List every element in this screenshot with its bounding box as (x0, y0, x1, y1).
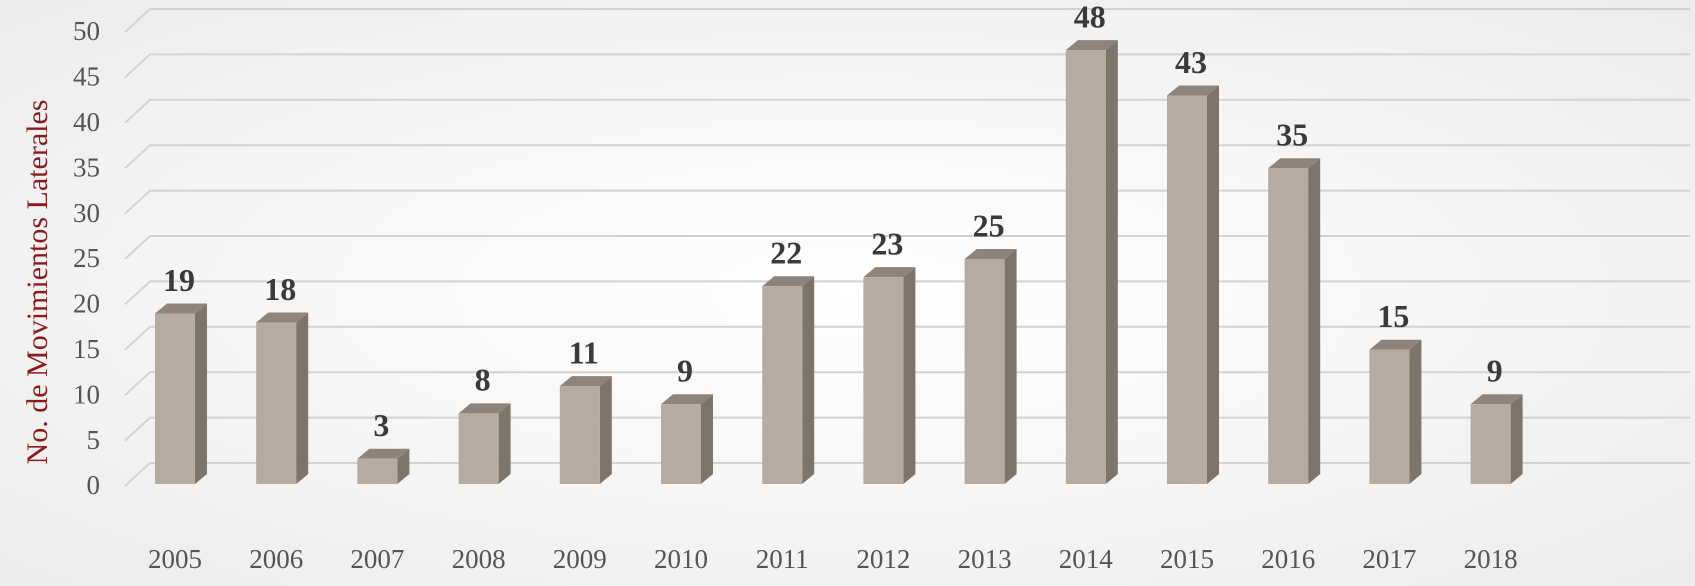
bar-side (1004, 249, 1017, 484)
x-tick-label: 2018 (1464, 544, 1518, 574)
bar-side (599, 376, 612, 484)
bar (1268, 168, 1309, 484)
bar-side (903, 267, 916, 484)
bar (357, 458, 398, 484)
bar-top (863, 267, 916, 278)
y-tick-label: 10 (73, 379, 100, 409)
bar-side (802, 276, 815, 484)
data-label: 8 (475, 362, 491, 398)
bar (1065, 50, 1106, 484)
bar-top (1167, 85, 1219, 96)
bar-top (1065, 40, 1118, 51)
data-label: 15 (1377, 298, 1409, 334)
bar-top (1268, 158, 1321, 169)
y-tick-label: 25 (73, 243, 100, 273)
bar-top (1470, 394, 1523, 405)
data-label: 35 (1276, 117, 1308, 153)
bar-side (397, 448, 410, 484)
x-tick-label: 2006 (249, 544, 303, 574)
bar (1369, 349, 1410, 484)
data-label: 9 (677, 353, 693, 389)
data-label: 19 (163, 262, 195, 298)
bar (1470, 404, 1511, 484)
bar-side (296, 312, 309, 484)
y-tick-label: 50 (73, 16, 100, 46)
bar-top (559, 376, 612, 387)
x-tick-label: 2010 (654, 544, 708, 574)
bar (256, 322, 297, 484)
bar-side (1207, 85, 1219, 484)
bar-top (661, 394, 713, 405)
y-tick-label: 5 (87, 425, 101, 455)
bar-top (964, 249, 1017, 259)
bar-top (458, 403, 511, 414)
bar (964, 259, 1005, 484)
x-tick-label: 2016 (1261, 544, 1315, 574)
data-label: 22 (770, 235, 802, 271)
bar-top (357, 448, 410, 459)
data-label: 18 (264, 271, 296, 307)
bar-side (1308, 158, 1321, 484)
x-tick-label: 2012 (856, 544, 910, 574)
data-label: 48 (1074, 0, 1106, 35)
bar-top (1369, 339, 1422, 350)
y-axis-label: No. de Movimientos Laterales (21, 100, 54, 465)
x-tick-label: 2005 (148, 544, 202, 574)
x-tick-label: 2017 (1362, 544, 1416, 574)
x-tick-label: 2011 (756, 544, 809, 574)
grid-line (124, 53, 1690, 79)
x-tick-label: 2007 (350, 544, 404, 574)
x-tick-label: 2008 (452, 544, 506, 574)
x-tick-label: 2015 (1160, 544, 1214, 574)
bar-side (1510, 394, 1523, 484)
y-tick-label: 30 (73, 198, 100, 228)
bar-top (155, 303, 207, 314)
x-tick-label: 2009 (553, 544, 607, 574)
y-tick-label: 15 (73, 334, 100, 364)
bar-side (701, 394, 713, 484)
bar (1167, 95, 1207, 484)
y-tick-label: 35 (73, 152, 100, 182)
y-tick-label: 45 (73, 62, 100, 92)
y-tick-label: 40 (73, 107, 100, 137)
bar (559, 386, 600, 484)
bar (661, 404, 701, 484)
bar (155, 313, 195, 484)
bar (762, 286, 803, 484)
bar-side (1105, 40, 1118, 484)
bar-side (195, 303, 207, 484)
data-label: 25 (973, 207, 1005, 243)
data-label: 9 (1487, 353, 1503, 389)
bar-top (762, 276, 815, 287)
data-label: 3 (373, 407, 389, 443)
data-label: 43 (1175, 44, 1207, 80)
grid-line (124, 8, 1690, 33)
x-tick-label: 2014 (1059, 544, 1114, 574)
y-tick-label: 0 (87, 470, 101, 500)
data-label: 11 (569, 334, 599, 370)
data-label: 23 (871, 226, 903, 262)
bar-side (498, 403, 511, 484)
bar-side (1409, 339, 1422, 484)
x-tick-label: 2013 (958, 544, 1012, 574)
bar (458, 413, 499, 484)
bar (863, 277, 904, 484)
y-tick-label: 20 (73, 289, 100, 319)
bar-top (256, 312, 309, 323)
